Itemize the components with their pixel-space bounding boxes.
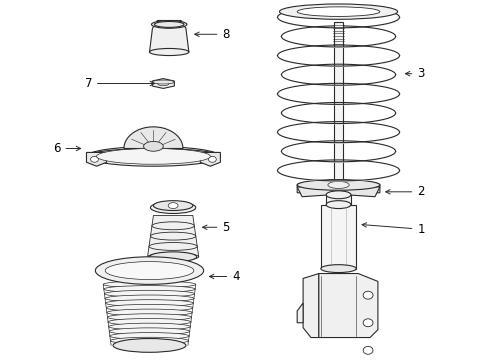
Ellipse shape	[105, 295, 194, 302]
Text: 5: 5	[202, 221, 230, 234]
Ellipse shape	[328, 181, 349, 189]
Polygon shape	[303, 274, 319, 338]
Ellipse shape	[150, 232, 196, 240]
Polygon shape	[297, 180, 380, 193]
Ellipse shape	[152, 80, 174, 84]
Bar	[334, 22, 343, 185]
Ellipse shape	[96, 257, 204, 284]
Polygon shape	[86, 149, 220, 156]
Ellipse shape	[105, 262, 194, 279]
Ellipse shape	[363, 319, 373, 327]
Ellipse shape	[144, 141, 163, 151]
Ellipse shape	[208, 156, 216, 162]
Text: 7: 7	[84, 77, 154, 90]
Text: 6: 6	[53, 142, 81, 155]
Ellipse shape	[154, 22, 184, 27]
Ellipse shape	[110, 337, 189, 344]
Ellipse shape	[279, 4, 397, 19]
Ellipse shape	[363, 291, 373, 299]
Ellipse shape	[86, 147, 220, 166]
Ellipse shape	[326, 191, 351, 199]
Polygon shape	[149, 236, 197, 247]
Ellipse shape	[152, 222, 195, 230]
Ellipse shape	[149, 252, 197, 262]
Ellipse shape	[106, 305, 193, 311]
Ellipse shape	[157, 81, 169, 86]
Text: 2: 2	[386, 185, 425, 198]
Ellipse shape	[110, 333, 189, 339]
Text: 8: 8	[195, 28, 230, 41]
Ellipse shape	[109, 328, 190, 335]
Ellipse shape	[321, 265, 356, 273]
Ellipse shape	[91, 156, 98, 162]
Ellipse shape	[106, 300, 194, 307]
Ellipse shape	[97, 148, 210, 164]
Polygon shape	[124, 127, 183, 148]
Ellipse shape	[104, 290, 195, 297]
Polygon shape	[319, 274, 378, 338]
Polygon shape	[297, 187, 380, 197]
Ellipse shape	[151, 21, 187, 28]
Ellipse shape	[103, 281, 196, 288]
Polygon shape	[147, 247, 199, 257]
Polygon shape	[152, 215, 195, 226]
Ellipse shape	[326, 201, 351, 208]
Ellipse shape	[153, 201, 193, 211]
Text: 1: 1	[362, 223, 425, 236]
Polygon shape	[149, 21, 189, 52]
Polygon shape	[297, 303, 303, 323]
Ellipse shape	[104, 285, 195, 293]
Ellipse shape	[297, 7, 380, 17]
Ellipse shape	[149, 49, 189, 55]
Bar	[326, 195, 351, 204]
Ellipse shape	[149, 243, 197, 251]
Polygon shape	[200, 152, 220, 166]
Text: 4: 4	[210, 270, 240, 283]
Ellipse shape	[150, 202, 196, 213]
Polygon shape	[152, 78, 174, 89]
Ellipse shape	[107, 314, 192, 321]
Ellipse shape	[168, 203, 178, 208]
Ellipse shape	[109, 323, 190, 330]
Ellipse shape	[113, 338, 186, 352]
Ellipse shape	[363, 346, 373, 354]
Ellipse shape	[297, 180, 380, 190]
Ellipse shape	[107, 309, 192, 316]
Ellipse shape	[108, 319, 191, 325]
Ellipse shape	[147, 253, 199, 261]
Polygon shape	[150, 226, 196, 236]
Polygon shape	[86, 152, 106, 166]
Bar	[321, 204, 356, 269]
Text: 3: 3	[405, 67, 425, 80]
